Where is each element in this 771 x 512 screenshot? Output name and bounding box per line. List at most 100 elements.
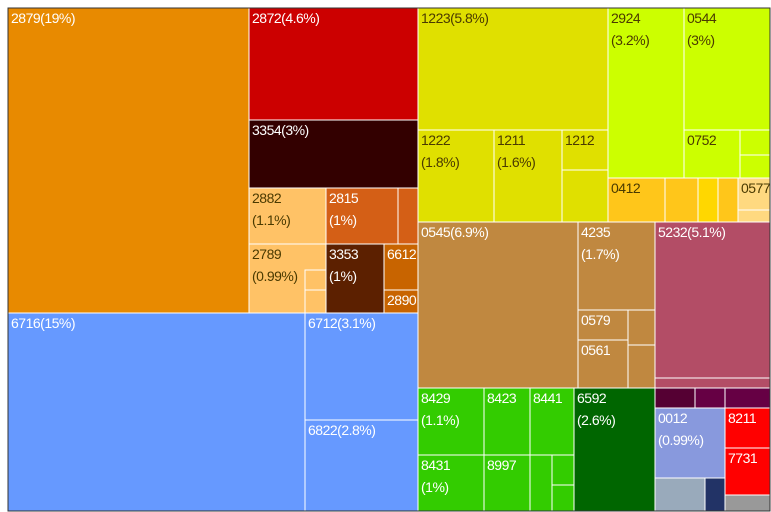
tile-label: 8423	[487, 390, 517, 406]
tile-value: (5.8%)	[450, 10, 488, 26]
tile	[577, 309, 629, 341]
tile-label: 6716(15%)	[11, 315, 75, 331]
tile-value: (4.6%)	[281, 10, 319, 26]
tile-value: (2.6%)	[577, 412, 615, 428]
tile-label: 2890	[387, 292, 417, 308]
minor-tile	[704, 477, 726, 512]
tile-name: 5232	[658, 224, 688, 240]
tile-name: 4235	[581, 224, 611, 240]
minor-tile	[697, 177, 719, 223]
tile	[325, 187, 399, 245]
tile-label: 7731	[728, 450, 758, 466]
tile-label: 2924 (3.2%)	[611, 10, 649, 48]
minor-tile	[529, 454, 553, 512]
minor-tile	[551, 454, 575, 486]
tile-value: (0.99%)	[252, 268, 298, 284]
tile-name: 8431	[421, 457, 451, 473]
tile	[683, 7, 771, 131]
tile-label: 8441	[533, 390, 563, 406]
tile-label: 8429 (1.1%)	[421, 390, 459, 428]
frame	[7, 7, 771, 512]
tile-value: (19%)	[40, 10, 75, 26]
tile	[417, 454, 485, 512]
tile	[724, 447, 771, 496]
tile-name: 6822	[308, 422, 338, 438]
tile-label: 0412	[611, 180, 641, 196]
tile	[573, 387, 656, 512]
tile-name: 2882	[252, 190, 282, 206]
tile-name: 0544	[687, 10, 717, 26]
tile-label: 2882 (1.1%)	[252, 190, 290, 228]
tile-label: 6612	[387, 246, 417, 262]
tile-label: 6712(3.1%)	[308, 315, 375, 331]
tile-label: 8431 (1%)	[421, 457, 451, 495]
tile-label: 8997	[487, 457, 517, 473]
tile-name: 0577	[741, 180, 771, 196]
tile	[7, 312, 306, 512]
tile	[248, 119, 419, 189]
tile-name: 8997	[487, 457, 517, 473]
minor-tile	[654, 377, 771, 389]
tile-name: 1222	[421, 132, 451, 148]
minor-tile	[551, 484, 575, 512]
tile-value: (3.2%)	[611, 32, 649, 48]
tile-name: 2890	[387, 292, 417, 308]
tile-name: 8211	[728, 410, 757, 426]
tile-label: 1211 (1.6%)	[497, 132, 535, 170]
minor-tile	[627, 344, 656, 389]
tile	[483, 454, 531, 512]
tile-name: 6716	[11, 315, 41, 331]
tile-name: 1212	[565, 132, 595, 148]
tile-label: 2872(4.6%)	[252, 10, 319, 26]
tile-label: 1223(5.8%)	[421, 10, 488, 26]
tile	[683, 129, 741, 179]
tile-name: 6712	[308, 315, 338, 331]
tile	[248, 7, 419, 121]
tile-name: 0012	[658, 410, 688, 426]
tile-label: 0544 (3%)	[687, 10, 717, 48]
tile-value: (5.1%)	[687, 224, 725, 240]
tile-value: (1%)	[329, 268, 357, 284]
tile	[417, 7, 609, 131]
tile-name: 3353	[329, 246, 359, 262]
tile-label: 0579	[581, 312, 611, 328]
tile-name: 7731	[728, 450, 758, 466]
tile-label: 2789 (0.99%)	[252, 246, 298, 284]
tile-label: 0012 (0.99%)	[658, 410, 704, 448]
tile-label: 0561	[581, 342, 611, 358]
tile-label: 0752	[687, 132, 717, 148]
tile-label: 5232(5.1%)	[658, 224, 725, 240]
tile-name: 2924	[611, 10, 641, 26]
tile-name: 2879	[11, 10, 41, 26]
minor-tile	[739, 154, 771, 179]
tile	[304, 312, 419, 421]
tile-value: (3%)	[281, 122, 309, 138]
tile-name: 1211	[497, 132, 526, 148]
tile-value: (2.8%)	[337, 422, 375, 438]
tile	[654, 221, 771, 379]
minor-tile	[561, 169, 609, 223]
tile-name: 2789	[252, 246, 282, 262]
tile-value: (1%)	[329, 212, 357, 228]
tile-name: 8429	[421, 390, 451, 406]
minor-tile	[304, 289, 327, 314]
minor-tile	[724, 387, 771, 409]
tile-value: (1%)	[421, 479, 449, 495]
minor-tile	[654, 477, 706, 512]
tile-label: 2815 (1%)	[329, 190, 359, 228]
tile	[248, 187, 327, 245]
tile-value: (6.9%)	[450, 224, 488, 240]
tile-label: 0545(6.9%)	[421, 224, 488, 240]
tile-value: (1.1%)	[252, 212, 290, 228]
tile-name: 2815	[329, 190, 359, 206]
tile-label: 2879(19%)	[11, 10, 75, 26]
tile	[577, 221, 656, 311]
tile-value: (1.1%)	[421, 412, 459, 428]
tile-value: (15%)	[40, 315, 75, 331]
tile-value: (1.6%)	[497, 154, 535, 170]
tile	[483, 387, 531, 456]
tile-label: 3353 (1%)	[329, 246, 359, 284]
tile-label: 0577	[741, 180, 771, 196]
tile-value: (0.99%)	[658, 432, 704, 448]
